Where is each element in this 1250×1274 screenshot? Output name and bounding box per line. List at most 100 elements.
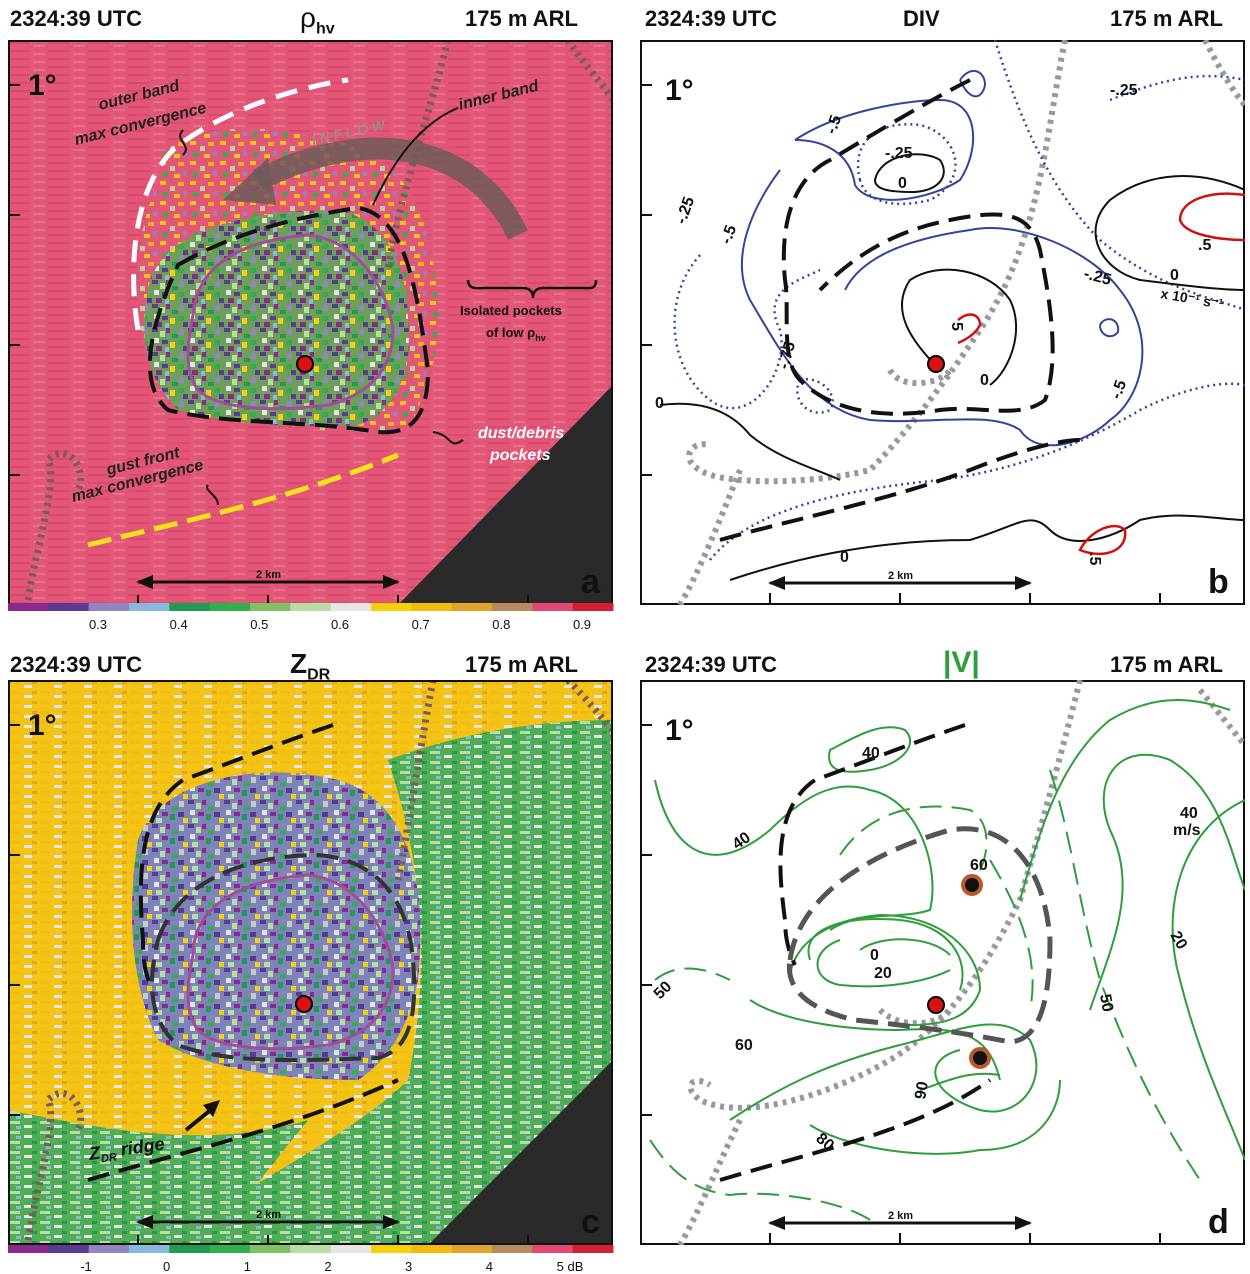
svg-text:-.25: -.25 — [885, 145, 913, 162]
colorbar-swatch — [250, 603, 291, 611]
colorbar-swatch — [451, 603, 493, 611]
colorbar-swatch — [48, 603, 90, 611]
panel-b-map: -.25 -.5 -.25 0 -.25 -.5 -.75 5 0 0 .5 -… — [640, 40, 1245, 605]
svg-text:.5: .5 — [1086, 552, 1103, 565]
colorbar-swatch — [48, 1245, 90, 1253]
colorbar-tick-label: 0.5 — [250, 617, 268, 632]
panel-d-scale: 2 km — [888, 1210, 913, 1222]
center-marker — [927, 996, 945, 1014]
panel-a: 2324:39 UTC ρhv 175 m ARL — [0, 0, 625, 637]
colorbar-swatch — [129, 603, 170, 611]
svg-text:-.5: -.5 — [823, 113, 845, 136]
panel-a-colorbar: 0.3 0.4 0.5 0.6 0.7 0.8 0.9 — [8, 603, 614, 632]
svg-text:0: 0 — [840, 549, 849, 566]
svg-text:-.25: -.25 — [1110, 82, 1138, 99]
colorbar-swatch — [209, 603, 251, 611]
colorbar-swatch — [572, 1245, 614, 1253]
colorbar-swatch — [169, 603, 211, 611]
svg-text:60: 60 — [735, 1037, 753, 1054]
panel-a-map: I N F L O W 1° outer band max convergenc… — [8, 40, 613, 605]
colorbar-tick-label: 0.7 — [412, 617, 430, 632]
colorbar-swatch — [371, 1245, 412, 1253]
colorbar-swatch — [290, 603, 332, 611]
svg-text:0: 0 — [898, 175, 907, 192]
colorbar-tick-label: 0.4 — [170, 617, 188, 632]
panel-a-elevation: 1° — [28, 69, 57, 102]
panel-b-scale: 2 km — [888, 570, 913, 582]
svg-text:0: 0 — [870, 947, 879, 964]
panel-c: 2324:39 UTC ZDR 175 m ARL — [0, 640, 625, 1274]
colorbar-tick-label: 0.3 — [89, 617, 107, 632]
blocked-sector — [428, 1060, 613, 1245]
colorbar-swatch — [209, 1245, 251, 1253]
panel-c-time: 2324:39 UTC — [10, 652, 143, 677]
panel-a-letter: a — [581, 563, 601, 601]
colorbar-swatch — [88, 1245, 130, 1253]
panel-b-variable: DIV — [903, 6, 940, 31]
svg-text:20: 20 — [1167, 929, 1191, 953]
panel-c-map: 1° ZDR ridge 2 km c — [8, 680, 613, 1245]
brown-marker-1 — [961, 874, 983, 896]
colorbar-swatch — [8, 603, 49, 611]
panel-a-scale: 2 km — [256, 569, 281, 581]
center-marker — [927, 355, 945, 373]
colorbar-swatch — [492, 1245, 533, 1253]
colorbar-swatch — [250, 1245, 291, 1253]
panel-d-variable: |V| — [943, 646, 980, 679]
panel-d-height: 175 m ARL — [1110, 652, 1223, 677]
colorbar-swatch — [411, 1245, 453, 1253]
colorbar-swatch — [290, 1245, 332, 1253]
dust-label-2: pockets — [489, 447, 551, 464]
colorbar-swatch — [330, 603, 372, 611]
colorbar-swatch — [492, 603, 533, 611]
colorbar-swatch — [532, 603, 574, 611]
svg-text:50: 50 — [1096, 993, 1116, 1014]
panel-d-time: 2324:39 UTC — [645, 652, 778, 677]
dust-label: dust/debris — [478, 425, 564, 442]
svg-text:0: 0 — [655, 395, 664, 412]
panel-c-height: 175 m ARL — [465, 652, 578, 677]
panel-b-letter: b — [1208, 563, 1229, 601]
svg-text:-.75: -.75 — [775, 340, 799, 371]
svg-text:0: 0 — [1170, 267, 1179, 284]
svg-text:0: 0 — [980, 372, 989, 389]
brown-marker-2 — [969, 1047, 991, 1069]
svg-text:40: 40 — [862, 745, 880, 762]
svg-text:5: 5 — [948, 322, 965, 331]
colorbar-swatch — [330, 1245, 372, 1253]
colorbar-swatch — [88, 603, 130, 611]
colorbar-tick-label: 0.9 — [573, 617, 591, 632]
colorbar-tick-label: 0 — [163, 1259, 170, 1274]
panel-b-elevation: 1° — [665, 74, 694, 107]
colorbar-swatch — [169, 1245, 211, 1253]
colorbar-swatch — [371, 603, 412, 611]
colorbar-tick-label: 1 — [244, 1259, 251, 1274]
panel-a-variable: ρhv — [300, 2, 335, 38]
colorbar-tick-label: 5 dB — [557, 1259, 584, 1274]
svg-text:90: 90 — [912, 1080, 932, 1101]
colorbar-tick-label: 2 — [324, 1259, 331, 1274]
panel-d-letter: d — [1208, 1203, 1229, 1241]
panel-b: 2324:39 UTC DIV 175 m ARL — [625, 0, 1250, 637]
colorbar-swatch — [572, 603, 614, 611]
colorbar-swatch — [8, 1245, 49, 1253]
isolated-label-2: of low ρhv — [486, 325, 546, 343]
colorbar-tick-label: 3 — [405, 1259, 412, 1274]
panel-a-time: 2324:39 UTC — [10, 6, 143, 31]
svg-text:-.25: -.25 — [1082, 265, 1113, 289]
colorbar-tick-label: 0.6 — [331, 617, 349, 632]
center-marker — [296, 355, 314, 373]
panel-d-elevation: 1° — [665, 714, 694, 747]
contour-labels: -.25 -.5 -.25 0 -.25 -.5 -.75 5 0 0 .5 -… — [655, 82, 1211, 566]
colorbar-swatch — [411, 603, 453, 611]
panel-a-height: 175 m ARL — [465, 6, 578, 31]
panel-c-variable: ZDR — [290, 648, 331, 684]
colorbar-tick-label: -1 — [80, 1259, 92, 1274]
panel-d-map: 40 40 60 0 20 50 60 90 80 50 40 m/s 20 1… — [640, 680, 1245, 1245]
panel-c-colorbar: -1 0 1 2 3 4 5 dB — [8, 1245, 614, 1274]
panel-b-height: 175 m ARL — [1110, 6, 1223, 31]
colorbar-tick-label: 0.8 — [492, 617, 510, 632]
panel-c-scale: 2 km — [256, 1209, 281, 1221]
blocked-sector — [398, 385, 613, 605]
svg-text:40: 40 — [1180, 805, 1198, 822]
